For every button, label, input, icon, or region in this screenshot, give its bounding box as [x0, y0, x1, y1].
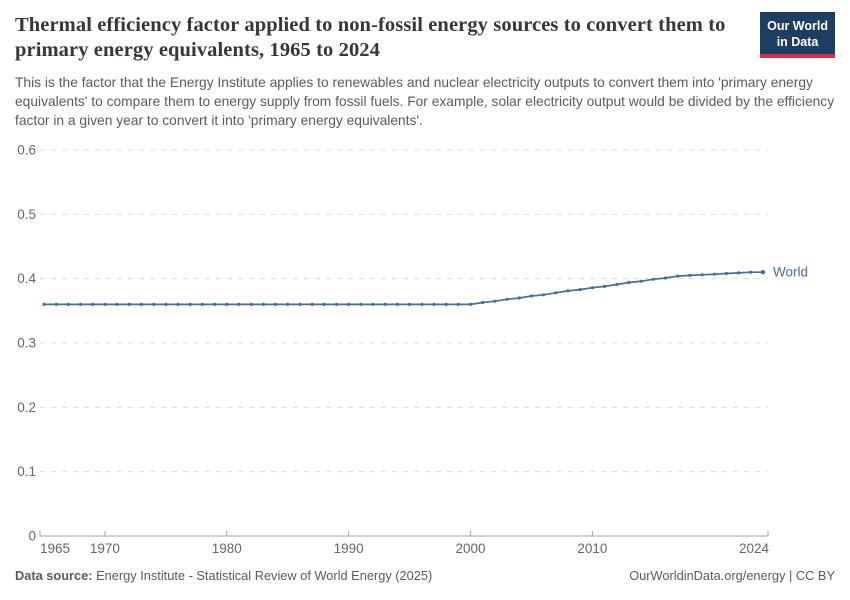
x-tick-label: 1990	[334, 541, 364, 556]
data-point	[261, 302, 265, 306]
data-point	[286, 302, 290, 306]
data-point	[408, 302, 412, 306]
data-point	[712, 272, 716, 276]
owid-logo-line2: in Data	[776, 35, 819, 49]
y-tick-label: 0.1	[17, 464, 36, 479]
data-point	[590, 286, 595, 290]
series-label-world: World	[773, 265, 808, 280]
data-point	[676, 274, 680, 278]
data-point	[91, 302, 95, 306]
data-point	[627, 280, 631, 285]
data-point	[200, 302, 204, 306]
data-point	[249, 302, 253, 306]
x-tick-label: 2024	[739, 541, 770, 556]
y-tick-label: 0.2	[17, 400, 36, 415]
data-point	[298, 302, 302, 306]
data-point	[493, 299, 497, 303]
data-point	[139, 302, 144, 306]
data-point	[127, 302, 131, 306]
data-point	[188, 302, 192, 306]
owid-logo-line1: Our World	[767, 19, 828, 33]
data-point	[164, 302, 168, 306]
data-point	[54, 302, 58, 306]
data-point	[700, 273, 704, 277]
data-point	[371, 302, 375, 306]
x-tick-label: 1980	[212, 541, 242, 556]
data-point	[115, 302, 119, 306]
data-point	[566, 289, 570, 293]
data-point	[42, 302, 46, 306]
line-chart: 0 0.1 0.2 0.3 0.4 0.5 0.6 1965 1970 1980 1990 2000 2…	[17, 143, 808, 557]
chart-subtitle: This is the factor that the Energy Insti…	[15, 75, 835, 128]
data-point	[103, 302, 107, 306]
data-point	[213, 302, 217, 306]
data-point	[615, 282, 619, 287]
attribution: OurWorldinData.org/energy | CC BY	[629, 568, 835, 583]
data-point	[603, 284, 607, 288]
data-point	[347, 302, 351, 306]
data-point	[651, 277, 655, 281]
data-point	[176, 302, 180, 306]
chart-footer: Data source: Energy Institute - Statisti…	[15, 568, 835, 583]
data-point	[639, 279, 643, 283]
data-point	[578, 288, 582, 292]
x-tick-label: 2000	[456, 541, 486, 556]
y-tick-label: 0	[28, 529, 36, 544]
y-tick-label: 0.4	[17, 271, 36, 286]
data-point	[432, 302, 436, 306]
data-point	[420, 302, 424, 306]
data-point	[225, 302, 229, 306]
data-point	[310, 302, 314, 306]
y-tick-label: 0.3	[17, 336, 36, 351]
data-point	[663, 276, 668, 280]
data-point	[468, 302, 473, 306]
data-point	[444, 302, 448, 306]
x-tick-label: 1965	[40, 541, 70, 556]
data-point	[383, 302, 387, 306]
y-tick-label: 0.5	[17, 207, 36, 222]
x-tick-label: 2010	[577, 541, 607, 556]
x-tick-label: 1970	[90, 541, 120, 556]
data-point	[724, 271, 729, 276]
data-point	[334, 302, 339, 306]
data-point	[66, 302, 70, 306]
y-tick-label: 0.6	[17, 143, 36, 158]
data-point	[152, 302, 156, 306]
data-point	[456, 302, 460, 306]
data-point	[359, 302, 363, 306]
data-point	[749, 270, 753, 274]
data-point	[737, 271, 741, 275]
chart-area: 0 0.1 0.2 0.3 0.4 0.5 0.6 1965 1970 1980 1990 2000 2…	[0, 138, 850, 570]
data-source: Data source: Energy Institute - Statisti…	[15, 568, 432, 583]
owid-logo: Our World in Data	[760, 12, 835, 58]
data-point	[505, 297, 509, 301]
data-point	[395, 302, 399, 306]
data-point	[554, 291, 558, 295]
data-point	[517, 296, 521, 300]
data-point	[760, 270, 766, 275]
data-point	[688, 273, 692, 277]
data-point	[542, 293, 546, 297]
data-point	[273, 302, 278, 306]
data-line-world	[44, 271, 763, 306]
data-point	[481, 300, 485, 305]
chart-title: Thermal efficiency factor applied to non…	[15, 14, 726, 61]
data-source-label: Data source:	[15, 568, 93, 583]
data-point	[322, 302, 326, 306]
data-point	[529, 294, 534, 298]
data-point	[237, 302, 241, 306]
data-point	[79, 302, 83, 306]
data-source-value: Energy Institute - Statistical Review of…	[96, 568, 433, 583]
